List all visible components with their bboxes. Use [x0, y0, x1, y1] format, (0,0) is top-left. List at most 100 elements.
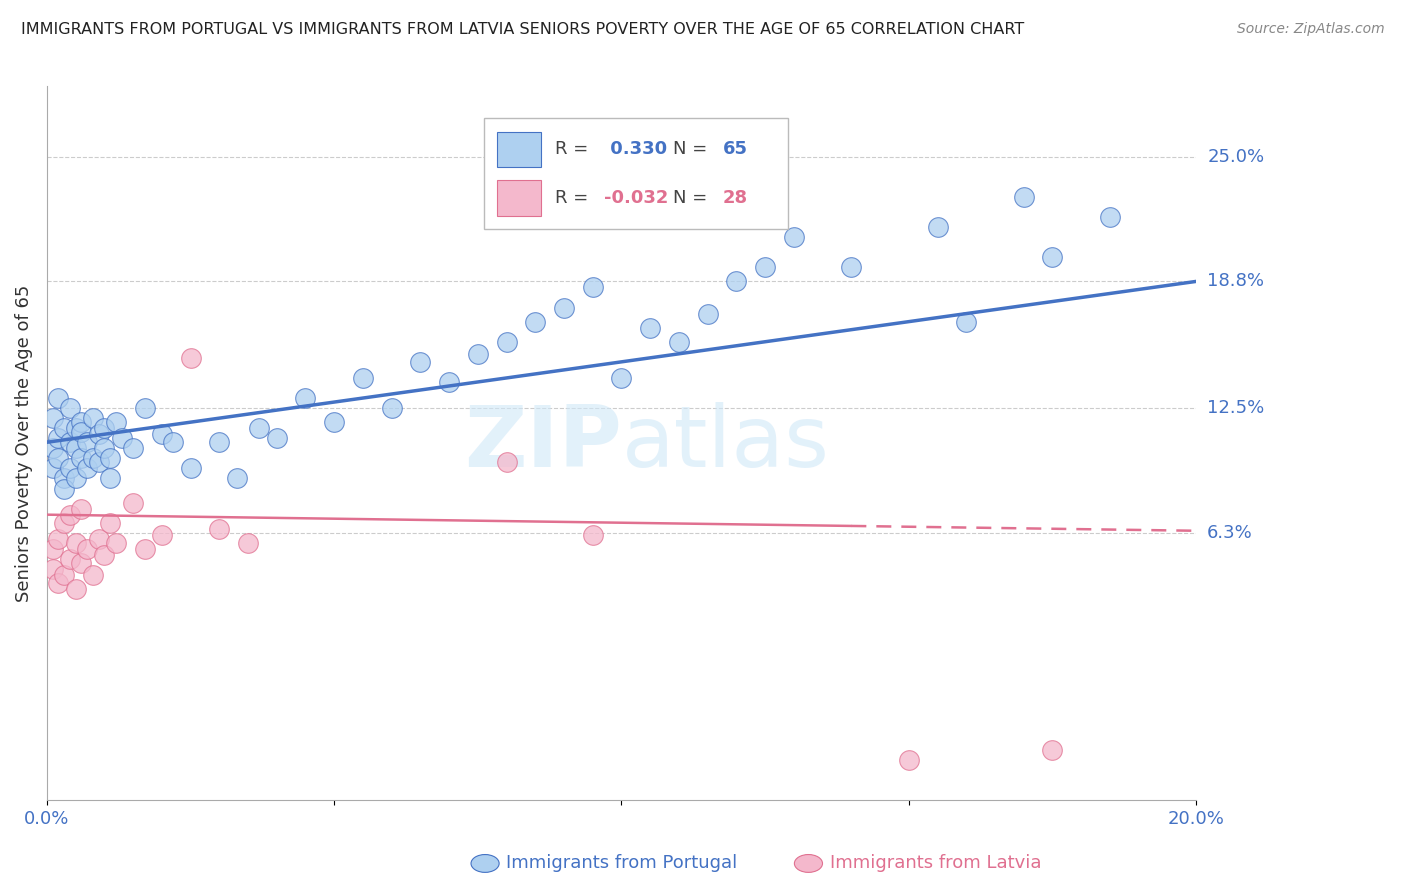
FancyBboxPatch shape — [484, 119, 789, 229]
Point — [41, 461, 63, 475]
Point — [59, 508, 82, 522]
Point — [53, 421, 76, 435]
Point — [104, 536, 127, 550]
Point — [352, 371, 374, 385]
Point — [98, 471, 121, 485]
Point — [294, 391, 316, 405]
Point — [82, 411, 104, 425]
Point — [225, 471, 247, 485]
Point — [582, 280, 605, 294]
Point — [323, 415, 346, 429]
Point — [553, 301, 575, 315]
Point — [41, 541, 63, 556]
Point — [70, 501, 93, 516]
Point — [65, 471, 87, 485]
Point — [70, 425, 93, 440]
Point — [381, 401, 404, 416]
Point — [70, 556, 93, 570]
Text: IMMIGRANTS FROM PORTUGAL VS IMMIGRANTS FROM LATVIA SENIORS POVERTY OVER THE AGE : IMMIGRANTS FROM PORTUGAL VS IMMIGRANTS F… — [21, 22, 1025, 37]
Point — [841, 260, 863, 275]
Point — [180, 351, 202, 365]
Point — [668, 334, 690, 349]
Point — [134, 401, 156, 416]
Point — [53, 516, 76, 530]
Point — [98, 451, 121, 466]
Text: 28: 28 — [723, 189, 748, 207]
Text: 25.0%: 25.0% — [1208, 148, 1264, 166]
Point — [87, 455, 110, 469]
Bar — [498, 180, 541, 216]
Point — [1042, 743, 1064, 757]
Text: ZIP: ZIP — [464, 401, 621, 484]
Point — [495, 334, 517, 349]
Text: Immigrants from Latvia: Immigrants from Latvia — [830, 855, 1040, 872]
Point — [725, 274, 748, 288]
Point — [208, 435, 231, 450]
Point — [696, 307, 718, 321]
Point — [59, 461, 82, 475]
Point — [638, 320, 661, 334]
Point — [104, 415, 127, 429]
Point — [409, 355, 432, 369]
Point — [76, 435, 98, 450]
Point — [65, 421, 87, 435]
Point — [76, 461, 98, 475]
Point — [76, 541, 98, 556]
Text: N =: N = — [673, 189, 713, 207]
Point — [70, 415, 93, 429]
Bar — [498, 132, 541, 168]
Point — [82, 568, 104, 582]
Point — [93, 421, 115, 435]
Point — [41, 562, 63, 576]
Point — [134, 541, 156, 556]
Point — [249, 421, 271, 435]
Point — [48, 431, 70, 445]
Point — [70, 451, 93, 466]
Point — [110, 431, 132, 445]
Point — [927, 220, 949, 235]
Text: 65: 65 — [723, 140, 748, 159]
Point — [59, 552, 82, 566]
Point — [437, 375, 460, 389]
Point — [65, 582, 87, 596]
Point — [1012, 190, 1035, 204]
Point — [41, 442, 63, 456]
Point — [266, 431, 288, 445]
Text: 18.8%: 18.8% — [1208, 272, 1264, 291]
Point — [897, 753, 920, 767]
Point — [180, 461, 202, 475]
Point — [53, 568, 76, 582]
Text: atlas: atlas — [621, 401, 830, 484]
Point — [48, 576, 70, 591]
Point — [150, 427, 173, 442]
Point — [93, 548, 115, 562]
Point — [87, 427, 110, 442]
Point — [467, 347, 489, 361]
Text: -0.032: -0.032 — [605, 189, 669, 207]
Point — [48, 391, 70, 405]
Text: Immigrants from Portugal: Immigrants from Portugal — [506, 855, 737, 872]
Point — [59, 435, 82, 450]
Text: R =: R = — [555, 189, 593, 207]
Text: 0.330: 0.330 — [605, 140, 668, 159]
Point — [82, 451, 104, 466]
Text: 6.3%: 6.3% — [1208, 524, 1253, 541]
Text: R =: R = — [555, 140, 593, 159]
Point — [495, 455, 517, 469]
Point — [1042, 250, 1064, 264]
Point — [65, 442, 87, 456]
Point — [53, 482, 76, 496]
Point — [162, 435, 184, 450]
Point — [1098, 210, 1121, 224]
Text: 12.5%: 12.5% — [1208, 399, 1264, 417]
Point — [754, 260, 776, 275]
Point — [87, 532, 110, 546]
Point — [48, 532, 70, 546]
Point — [236, 536, 259, 550]
Point — [98, 516, 121, 530]
Point — [122, 442, 145, 456]
Point — [955, 315, 977, 329]
Point — [59, 401, 82, 416]
Text: Source: ZipAtlas.com: Source: ZipAtlas.com — [1237, 22, 1385, 37]
Point — [93, 442, 115, 456]
